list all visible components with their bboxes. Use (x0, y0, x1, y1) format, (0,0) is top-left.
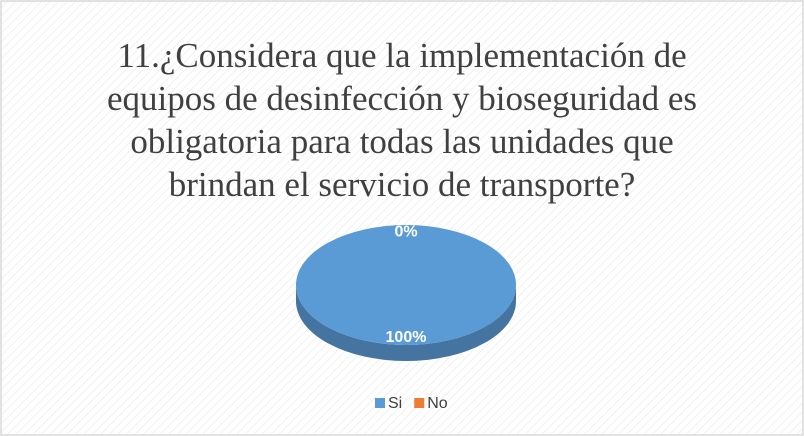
data-label: 100% (386, 329, 427, 346)
pie-slice-side (296, 285, 516, 361)
pie: 100% 0% (296, 223, 516, 361)
legend: Si No (375, 395, 448, 412)
pie-slice (296, 225, 516, 345)
data-label: 0% (394, 223, 417, 240)
pie-slice-side-shade (296, 285, 516, 361)
legend-swatch (414, 398, 425, 408)
legend-label: No (427, 395, 448, 412)
chart-title: 11.¿Considera que la implementación de e… (107, 36, 697, 204)
legend-swatch (375, 398, 385, 408)
legend-label: Si (388, 395, 402, 412)
